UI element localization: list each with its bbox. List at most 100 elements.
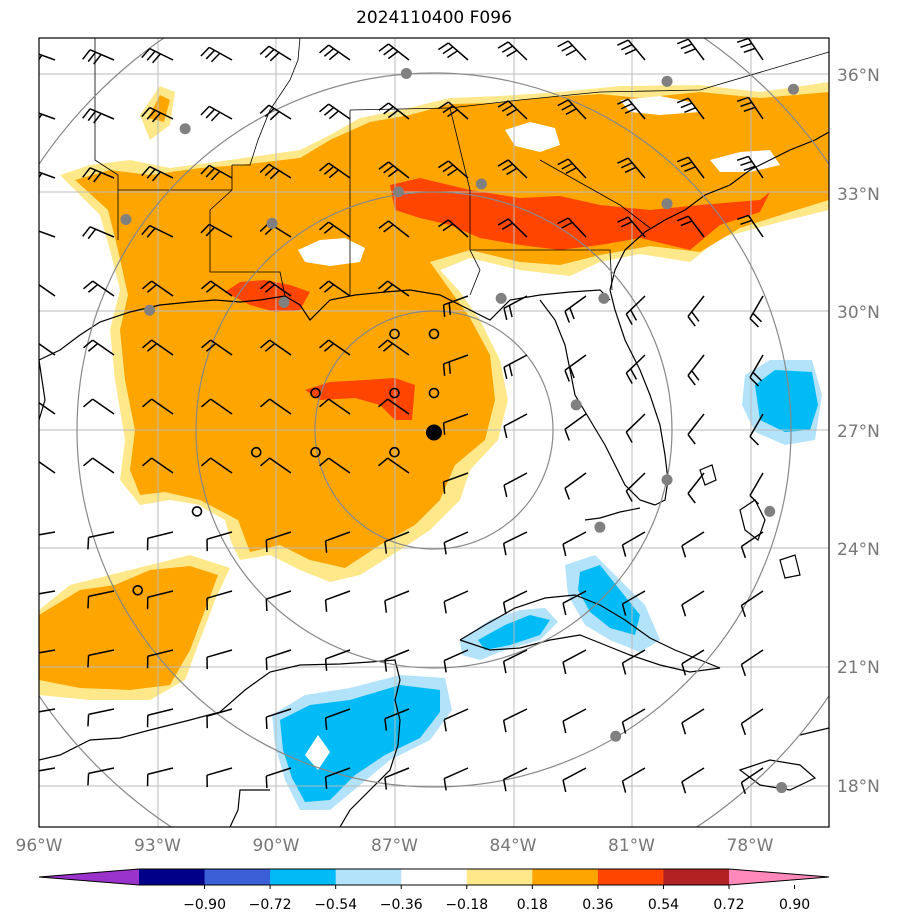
wind-barb [564,354,587,382]
wind-barb [39,342,56,356]
wind-barb [443,531,469,555]
wind-barb [625,295,646,325]
wind-barb [687,472,705,504]
colorbar-tick-label: −0.90 [183,897,226,913]
wind-barb [676,156,705,179]
wind-barb [378,220,410,238]
wind-barb [39,708,56,713]
colorbar-segment [597,869,664,885]
colorbar-tick-label: 0.72 [713,897,745,913]
open-circle-point [250,446,262,458]
wind-barb [497,100,528,120]
wind-barb [740,708,764,736]
wind-barb [260,280,292,297]
wind-barb [621,531,646,557]
station-point [661,198,673,210]
wind-barb [206,708,233,729]
wind-barb [324,708,351,730]
colorbar-tick-label: −0.54 [314,897,358,913]
wind-barb [438,219,469,238]
wind-barb [687,413,705,445]
wind-barb [676,97,705,120]
wind-barb [621,649,646,675]
wind-barb [141,165,174,182]
colorbar-extend-high [729,869,829,885]
lat-label: 21°N [837,658,880,679]
station-points [120,68,799,794]
wind-barb [443,708,469,732]
wind-barb [442,354,469,376]
wind-barb [83,457,115,474]
wind-barb [442,472,469,494]
wind-barb [564,413,587,441]
wind-barb [438,160,469,179]
open-circle-points [132,328,440,596]
open-circle-point [389,446,400,458]
wind-barb [676,38,705,61]
colorbar-tick-label: 0.18 [516,897,548,913]
wind-barb [676,215,705,238]
wind-barb [438,101,469,120]
open-circle-point [428,328,440,340]
wind-barb [265,590,292,612]
wind-barb [82,108,115,124]
wind-barb [617,216,646,238]
wind-barb [146,708,174,728]
colorbar-tick-label: 0.36 [582,897,614,913]
lon-label: 78°W [726,836,774,856]
lon-label: 90°W [252,836,300,856]
lon-label: 93°W [134,836,181,856]
station-point [764,505,776,517]
wind-barb [265,649,292,671]
wind-barb [259,163,292,180]
state-borders [94,38,829,297]
colorbar-tick-label: 0.54 [647,897,680,913]
band-0.54-north [390,178,770,250]
wind-barb [681,531,705,558]
wind-barb [378,339,410,356]
wind-barb [443,590,469,614]
wind-barb [319,280,351,297]
wind-barb [384,590,410,613]
wind-barb [201,280,233,297]
wind-barb [736,155,764,179]
station-point [179,123,191,135]
wind-barb [736,38,764,61]
wind-barb [87,649,115,668]
wind-barb [502,590,528,615]
wind-barb [201,339,233,356]
wind-barb [621,708,646,734]
wind-barb [617,39,646,61]
wind-barb [39,460,56,474]
wind-barb [502,708,528,733]
wind-barb [39,230,56,238]
station-point [570,399,582,411]
station-point [776,782,788,794]
wind-barb [319,221,351,238]
wind-barb [206,767,233,788]
wind-barb [740,767,764,795]
wind-barb [141,224,174,238]
wind-barb [87,708,115,727]
wind-barb [324,531,351,553]
colorbar-segment [401,869,468,885]
colorbar-segment [270,869,337,885]
wind-barb [681,767,705,794]
open-circle-point [310,446,321,458]
wind-barb [319,398,351,415]
wind-barb [87,590,115,609]
wind-barb [497,218,528,238]
wind-barb [259,45,292,62]
wind-barb [557,99,587,120]
station-point [495,292,507,304]
wind-barb [503,354,528,380]
station-point [266,217,278,229]
wind-barb [200,46,233,63]
wind-barb [736,214,764,238]
holes [160,96,780,545]
wind-barb [39,590,56,595]
colorbar-segment [139,869,206,885]
wind-barb [141,106,174,123]
station-point [144,304,156,316]
wind-barb [378,43,410,61]
